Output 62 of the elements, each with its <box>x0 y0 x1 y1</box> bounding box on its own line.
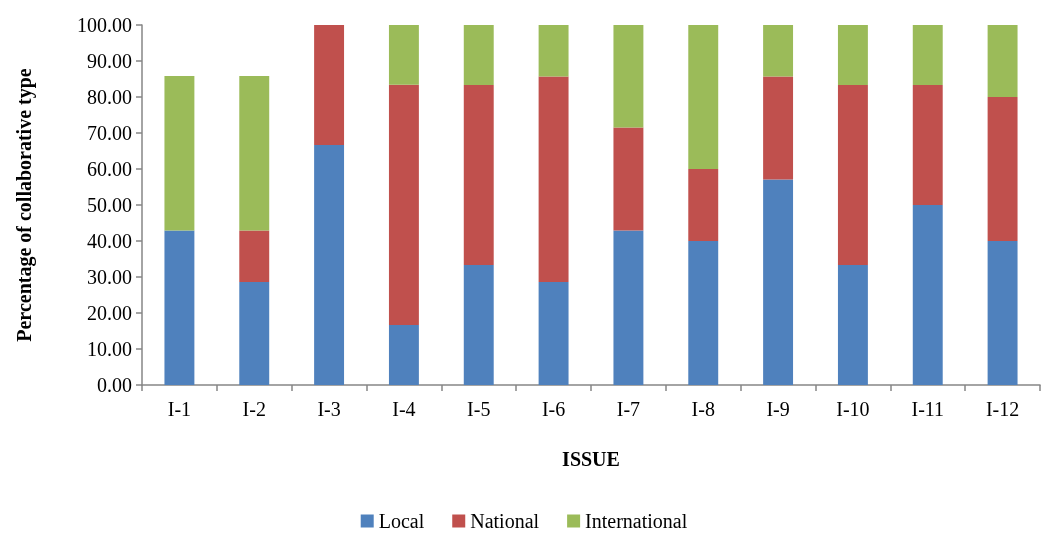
bar <box>239 282 270 385</box>
bar <box>314 144 345 385</box>
bar <box>912 205 943 385</box>
bar <box>388 84 419 325</box>
bar <box>987 25 1018 97</box>
bar <box>912 85 943 205</box>
bar <box>763 25 794 77</box>
y-tick-label: 20.00 <box>87 302 132 324</box>
bar <box>164 230 195 385</box>
bar <box>763 179 794 385</box>
bar <box>688 25 719 169</box>
x-tick-label: I-12 <box>985 398 1020 420</box>
bar <box>987 97 1018 241</box>
x-tick-label: I-10 <box>836 398 870 420</box>
bar <box>538 282 569 385</box>
bar <box>837 265 868 385</box>
legend-label: Local <box>378 510 425 532</box>
x-tick-label: I-7 <box>616 398 641 420</box>
y-tick-label: 80.00 <box>87 86 132 108</box>
y-tick-label: 10.00 <box>87 338 132 360</box>
bar <box>688 169 719 241</box>
y-tick-label: 50.00 <box>87 194 132 216</box>
bar <box>987 241 1018 385</box>
bar <box>239 76 270 231</box>
bar <box>463 265 494 385</box>
bar <box>239 230 270 283</box>
x-tick-label: I-5 <box>467 398 491 420</box>
bar <box>837 85 868 266</box>
y-tick-label: 70.00 <box>87 122 132 144</box>
y-tick-label: 90.00 <box>87 50 132 72</box>
y-tick-label: 100.00 <box>77 14 132 36</box>
x-axis-title: ISSUE <box>562 448 620 470</box>
bar <box>613 25 644 128</box>
x-tick-label: I-8 <box>691 398 715 420</box>
y-tick-label: 40.00 <box>87 230 132 252</box>
x-tick-label: I-11 <box>911 398 945 420</box>
bar <box>613 230 644 385</box>
bar <box>314 25 345 145</box>
bar <box>388 324 419 385</box>
bar <box>538 25 569 77</box>
legend-label: National <box>470 510 540 532</box>
bar <box>763 76 794 180</box>
y-tick-label: 60.00 <box>87 158 132 180</box>
bar <box>688 241 719 385</box>
x-tick-label: I-9 <box>766 398 790 420</box>
bar <box>463 85 494 266</box>
legend-label: International <box>585 510 688 532</box>
bar <box>463 25 494 86</box>
y-tick-label: 0.00 <box>97 374 132 396</box>
y-tick-label: 30.00 <box>87 266 132 288</box>
bar <box>388 25 419 85</box>
x-tick-label: I-6 <box>541 398 566 420</box>
bar <box>538 76 569 283</box>
bar <box>837 25 868 86</box>
y-axis-title: Percentage of collaborative type <box>13 68 36 342</box>
x-tick-label: I-4 <box>392 398 416 420</box>
bar <box>613 127 644 231</box>
x-tick-label: I-3 <box>317 398 341 420</box>
x-tick-label: I-1 <box>167 398 192 420</box>
bar <box>912 25 943 86</box>
x-tick-label: I-2 <box>242 398 266 420</box>
bar <box>164 76 195 231</box>
